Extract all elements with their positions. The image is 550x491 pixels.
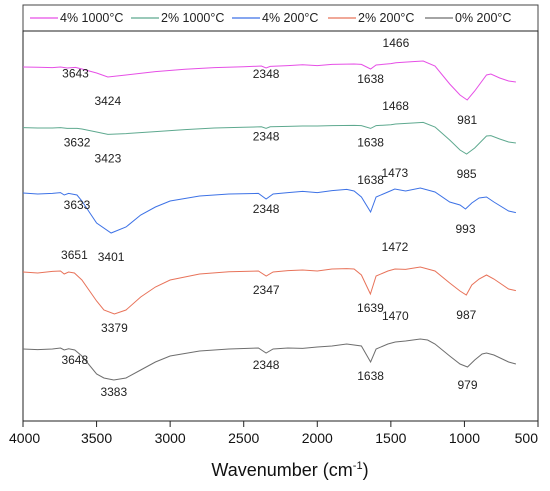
peak-label-s2-6: 985 bbox=[457, 167, 477, 181]
peak-label-s1-1: 3643 bbox=[62, 66, 89, 80]
series-line-5 bbox=[22, 338, 517, 381]
peak-label-s2-1: 3632 bbox=[64, 135, 91, 149]
peak-label-s1-3: 2348 bbox=[253, 67, 280, 81]
peak-label-s3-2: 3401 bbox=[98, 250, 125, 264]
legend-entry-3: 4% 200°C bbox=[232, 11, 318, 25]
legend-label-2: 2% 1000°C bbox=[161, 11, 224, 25]
peak-label-s4-1: 3651 bbox=[61, 248, 88, 262]
x-axis: 4000 3500 3000 2500 2000 1500 1000 500 bbox=[9, 421, 539, 446]
x-tick-label-500: 500 bbox=[515, 430, 539, 446]
peak-label-s1-2: 3424 bbox=[94, 94, 121, 108]
legend: 4% 1000°C 2% 1000°C 4% 200°C 2% 200°C 0%… bbox=[22, 4, 539, 32]
series-curves bbox=[22, 60, 517, 381]
legend-label-5: 0% 200°C bbox=[455, 11, 511, 25]
peak-label-s2-3: 2348 bbox=[253, 129, 280, 143]
legend-label-3: 4% 200°C bbox=[262, 11, 318, 25]
peak-label-s4-6: 987 bbox=[456, 308, 476, 322]
x-axis-title: Wavenumber (cm-1) bbox=[211, 460, 368, 480]
x-tick-label-2000: 2000 bbox=[302, 430, 333, 446]
legend-entry-4: 2% 200°C bbox=[328, 11, 414, 25]
x-tick-label-4000: 4000 bbox=[9, 430, 40, 446]
legend-label-1: 4% 1000°C bbox=[60, 11, 123, 25]
series-line-1 bbox=[22, 60, 516, 101]
peak-label-s1-4: 1638 bbox=[357, 72, 384, 86]
peak-label-s2-4: 1638 bbox=[357, 135, 384, 149]
x-tick-label-1000: 1000 bbox=[449, 430, 480, 446]
series-line-3 bbox=[22, 187, 517, 234]
peak-label-s3-5: 1473 bbox=[381, 166, 408, 180]
series-line-2 bbox=[22, 121, 516, 155]
x-tick-label-3000: 3000 bbox=[155, 430, 186, 446]
legend-entry-1: 4% 1000°C bbox=[30, 11, 123, 25]
peak-label-s5-5: 1470 bbox=[382, 309, 409, 323]
peak-label-s2-2: 3423 bbox=[95, 151, 122, 165]
peak-label-s5-6: 979 bbox=[457, 378, 477, 392]
peak-label-s5-4: 1638 bbox=[357, 369, 384, 383]
peak-label-s4-2: 3379 bbox=[101, 321, 128, 335]
peak-label-s2-5: 1468 bbox=[382, 99, 409, 113]
peak-label-s5-2: 3383 bbox=[100, 385, 127, 399]
peak-label-s1-5: 1466 bbox=[383, 36, 410, 50]
peak-label-s4-4: 1639 bbox=[357, 301, 384, 315]
peak-label-s5-3: 2348 bbox=[253, 358, 280, 372]
peak-label-s3-4: 1638 bbox=[357, 173, 384, 187]
peak-label-s1-6: 981 bbox=[457, 113, 477, 127]
x-tick-label-3500: 3500 bbox=[81, 430, 112, 446]
peak-label-s5-1: 3648 bbox=[61, 353, 88, 367]
peak-label-s4-3: 2347 bbox=[253, 283, 280, 297]
plot-frame bbox=[22, 30, 539, 422]
x-tick-label-1500: 1500 bbox=[375, 430, 406, 446]
peak-label-s3-1: 3633 bbox=[64, 198, 91, 212]
peak-label-s3-3: 2348 bbox=[253, 202, 280, 216]
x-tick-label-2500: 2500 bbox=[228, 430, 259, 446]
peak-label-s3-6: 993 bbox=[455, 222, 475, 236]
peak-label-s4-5: 1472 bbox=[382, 240, 409, 254]
series-line-4 bbox=[22, 266, 517, 315]
legend-entry-2: 2% 1000°C bbox=[131, 11, 224, 25]
legend-entry-5: 0% 200°C bbox=[425, 11, 511, 25]
legend-label-4: 2% 200°C bbox=[358, 11, 414, 25]
